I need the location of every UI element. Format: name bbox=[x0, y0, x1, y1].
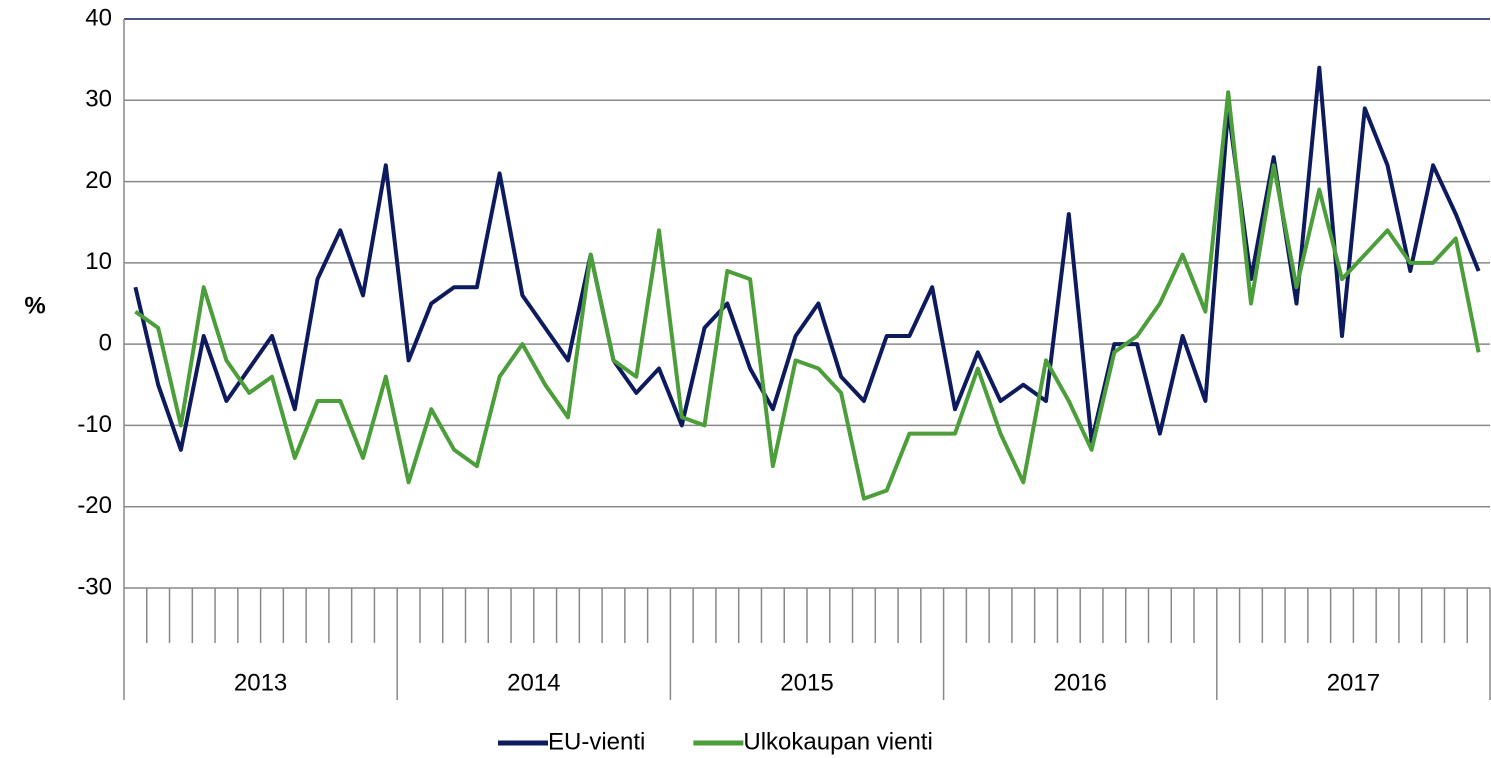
y-tick-label: -20 bbox=[77, 492, 112, 519]
y-tick-label: 40 bbox=[85, 4, 112, 31]
y-tick-label: -30 bbox=[77, 573, 112, 600]
y-tick-label: 20 bbox=[85, 167, 112, 194]
legend-label: Ulkokaupan vienti bbox=[743, 728, 932, 755]
x-group-label: 2013 bbox=[234, 669, 287, 696]
y-axis-label: % bbox=[24, 292, 45, 319]
y-tick-label: -10 bbox=[77, 411, 112, 438]
y-tick-label: 10 bbox=[85, 248, 112, 275]
x-group-label: 2015 bbox=[780, 669, 833, 696]
legend-label: EU-vienti bbox=[548, 728, 645, 755]
y-tick-label: 0 bbox=[99, 329, 112, 356]
x-group-label: 2017 bbox=[1327, 669, 1380, 696]
y-tick-label: 30 bbox=[85, 86, 112, 113]
x-group-label: 2016 bbox=[1054, 669, 1107, 696]
series-line bbox=[134, 90, 1481, 501]
x-group-label: 2014 bbox=[507, 669, 560, 696]
series-line bbox=[133, 65, 1481, 452]
